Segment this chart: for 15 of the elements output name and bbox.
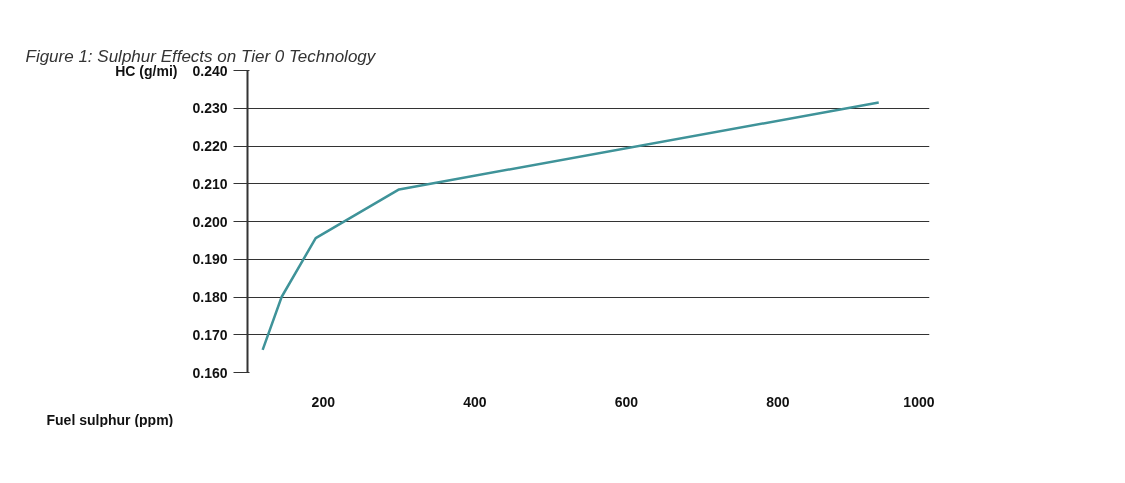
y-tick-label: 0.180 <box>192 289 228 305</box>
y-tick-label: 0.200 <box>192 213 228 230</box>
x-tick-label: 600 <box>614 393 639 410</box>
y-tick-label: 0.160 <box>192 364 228 381</box>
x-axis-title: Fuel sulphur (ppm) <box>46 411 174 428</box>
x-tick-label: 800 <box>766 393 790 410</box>
y-tick-label: 0.190 <box>192 251 228 268</box>
x-tick-label: 400 <box>463 393 487 410</box>
y-tick-label: 0.210 <box>192 175 228 192</box>
y-tick-label: 0.230 <box>192 100 228 117</box>
x-tick-label: 200 <box>311 393 336 410</box>
line-series <box>261 101 880 352</box>
y-tick-label: 0.170 <box>192 326 228 343</box>
x-tick-label: 1000 <box>903 393 935 410</box>
y-tick-label: 0.220 <box>192 138 228 154</box>
